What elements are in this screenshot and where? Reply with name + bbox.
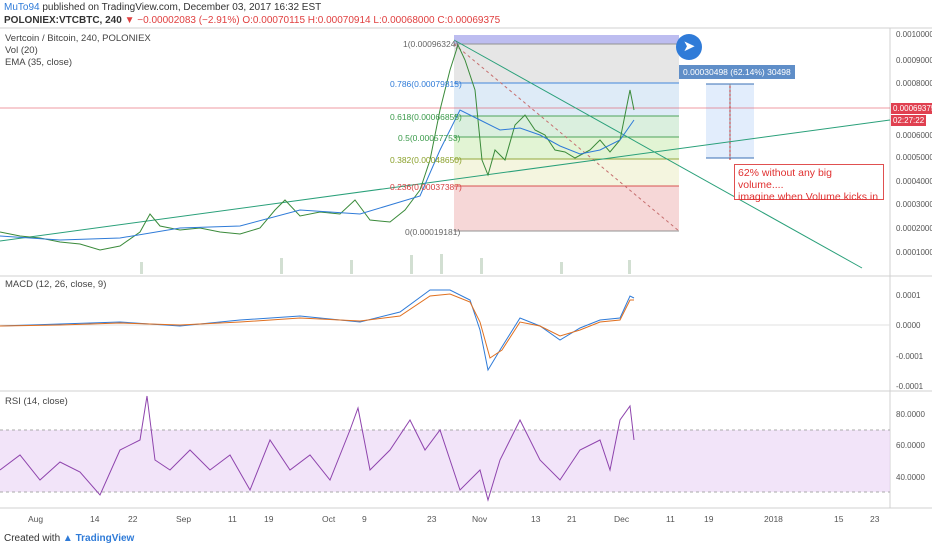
main-pane-title: Vertcoin / Bitcoin, 240, POLONIEX (5, 33, 151, 44)
ema-series (0, 109, 635, 241)
rsi-indicator-label[interactable]: RSI (14, close) (5, 396, 68, 407)
chart-header: MuTo94 published on TradingView.com, Dec… (0, 0, 932, 28)
note-line-1: 62% without any big volume.... (738, 167, 832, 191)
fib-label-05: 0.5(0.00057753) (398, 133, 461, 143)
footer: Created with ▲ TradingView (4, 533, 134, 544)
symbol-label: POLONIEX:VTCBTC, 240 (4, 15, 122, 26)
ohlc-label: O:0.00070115 H:0.00070914 L:0.00068000 C… (242, 15, 501, 26)
fib-label-1: 1(0.00096324) (403, 39, 459, 49)
publish-line: MuTo94 published on TradingView.com, Dec… (4, 2, 321, 14)
y-tick: -0.0001 (896, 352, 924, 361)
x-tick: 19 (704, 514, 714, 524)
x-tick: 11 (228, 514, 237, 524)
fibonacci-retracement (453, 35, 680, 232)
macd-signal (0, 293, 634, 359)
x-tick: Dec (614, 514, 630, 524)
resistance-trendline (453, 39, 863, 269)
fib-label-0618: 0.618(0.00066855) (390, 112, 462, 122)
volume-bars (140, 254, 631, 274)
x-tick: 23 (870, 514, 880, 524)
fib-label-0786: 0.786(0.00079815) (390, 79, 462, 89)
macd-axis[interactable]: 0.0001 0.0000 -0.0001 -0.0001 (890, 276, 932, 391)
created-with-label: Created with (4, 533, 61, 544)
x-tick: Oct (322, 514, 336, 524)
y-tick: -0.0001 (896, 382, 924, 391)
note-box[interactable]: 62% without any big volume.... imagine w… (734, 164, 884, 203)
measure-callout: 0.00030498 (62.14%) 30498 (679, 65, 795, 79)
x-tick: 15 (834, 514, 844, 524)
fib-label-0382: 0.382(0.00048650) (390, 155, 462, 165)
tradingview-logo-icon: ▲ (62, 533, 73, 544)
change-label: ▼ −0.00002083 (−2.91%) (124, 15, 240, 26)
x-tick: Sep (176, 514, 192, 524)
x-tick: Aug (28, 514, 44, 524)
fib-label-0: 0(0.00019181) (405, 227, 461, 237)
y-tick: 0.0001 (896, 291, 921, 300)
tradingview-link[interactable]: TradingView (75, 533, 135, 544)
x-tick: Nov (472, 514, 488, 524)
symbol-line: POLONIEX:VTCBTC, 240 ▼ −0.00002083 (−2.9… (4, 15, 500, 27)
x-tick: 9 (362, 514, 367, 524)
x-tick: 13 (531, 514, 541, 524)
y-tick: 60.0000 (896, 441, 925, 450)
y-tick: 40.0000 (896, 473, 925, 482)
rsi-line (0, 395, 635, 502)
y-tick: 0.0000 (896, 321, 921, 330)
countdown-tag: 02:27:22 (891, 115, 927, 126)
note-line-2: imagine when Volume kicks in (738, 191, 879, 203)
x-tick: 22 (128, 514, 138, 524)
x-tick: 2018 (764, 514, 783, 524)
x-tick: 21 (567, 514, 577, 524)
macd-line (0, 289, 635, 372)
rsi-band (0, 430, 890, 492)
fib-label-0236: 0.236(0.00037387) (390, 182, 462, 192)
x-tick: 19 (264, 514, 274, 524)
author-link[interactable]: MuTo94 (4, 2, 40, 13)
macd-indicator-label[interactable]: MACD (12, 26, close, 9) (5, 279, 107, 290)
support-trendline (0, 119, 891, 242)
x-tick: 11 (666, 514, 675, 524)
price-series (0, 43, 635, 251)
volume-indicator-label[interactable]: Vol (20) (5, 45, 38, 56)
last-price-tag: 0.00069375 (891, 103, 932, 114)
x-tick: 14 (90, 514, 100, 524)
y-tick: 80.0000 (896, 410, 925, 419)
publish-info: published on TradingView.com, December 0… (42, 2, 322, 13)
x-tick: 23 (427, 514, 437, 524)
rocket-icon: ➤ (676, 34, 702, 60)
rsi-axis[interactable]: 80.0000 60.0000 40.0000 (890, 391, 932, 508)
ema-indicator-label[interactable]: EMA (35, close) (5, 57, 73, 68)
